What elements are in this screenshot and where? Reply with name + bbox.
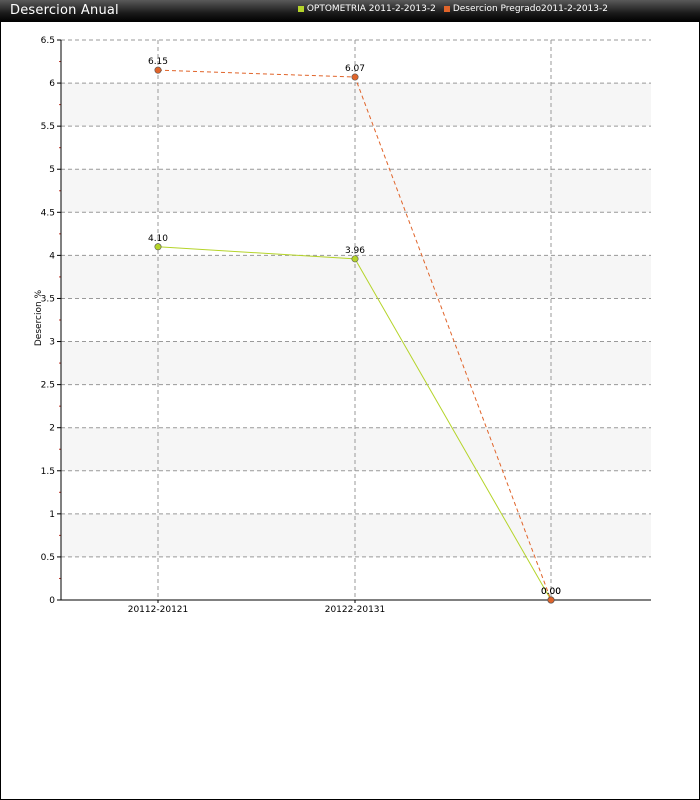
y-tick-label: 6.5 <box>41 36 55 46</box>
legend-swatch-optometria <box>297 6 304 12</box>
legend-swatch-pregrado <box>443 6 450 12</box>
y-tick-label: 4.5 <box>41 208 55 218</box>
x-tick-labels: 20112-20121 20122-20131 <box>128 605 386 615</box>
y-tick-label: 1 <box>49 510 55 520</box>
grid-lines <box>61 39 651 600</box>
x-tick-label: 20112-20121 <box>128 605 189 615</box>
y-tick-label: 4 <box>49 251 55 261</box>
plot-band <box>61 341 651 385</box>
title-bar: Desercion Anual OPTOMETRIA 2011-2-2013-2… <box>0 0 700 22</box>
legend: OPTOMETRIA 2011-2-2013-2 Desercion Pregr… <box>297 4 608 14</box>
plot-band <box>61 513 651 557</box>
plot-bands <box>61 83 651 557</box>
data-label: 0.00 <box>541 587 561 597</box>
y-tick-label: 6 <box>49 79 55 89</box>
plot-band <box>61 83 651 127</box>
data-point <box>154 243 162 251</box>
y-axis-label: Desercion % <box>34 289 44 346</box>
plot-band <box>61 169 651 213</box>
y-tick-labels: 0 0.5 1 1.5 2 2.5 3 3.5 4 4.5 5 5.5 6 6.5 <box>41 36 56 606</box>
y-tick-label: 1.5 <box>41 467 55 477</box>
data-label: 4.10 <box>148 234 168 244</box>
y-tick-label: 2.5 <box>41 381 55 391</box>
data-label: 3.96 <box>345 246 365 256</box>
data-label: 6.15 <box>148 57 168 67</box>
data-point <box>351 73 359 81</box>
plot-band <box>61 427 651 471</box>
data-point <box>547 596 555 604</box>
legend-label-pregrado: Desercion Pregrado2011-2-2013-2 <box>452 4 608 14</box>
y-tick-label: 0.5 <box>41 553 55 563</box>
data-label: 0.00 <box>541 587 561 597</box>
plot-band <box>61 255 651 299</box>
chart-title: Desercion Anual <box>10 3 119 18</box>
legend-item-optometria: OPTOMETRIA 2011-2-2013-2 <box>297 4 436 14</box>
data-point <box>154 66 162 74</box>
data-label: 6.07 <box>345 64 365 74</box>
data-point <box>351 255 359 263</box>
y-tick-label: 3 <box>49 338 55 348</box>
legend-label-optometria: OPTOMETRIA 2011-2-2013-2 <box>306 4 436 14</box>
y-tick-label: 5.5 <box>41 122 55 132</box>
series-layer: 4.103.960.006.156.070.00 <box>148 57 561 604</box>
legend-item-pregrado: Desercion Pregrado2011-2-2013-2 <box>443 4 608 14</box>
y-tick-label: 2 <box>49 424 55 434</box>
y-tick-label: 5 <box>49 165 55 175</box>
y-tick-label: 0 <box>49 596 55 606</box>
y-tick-label: 3.5 <box>41 294 55 304</box>
x-tick-label: 20122-20131 <box>325 605 386 615</box>
